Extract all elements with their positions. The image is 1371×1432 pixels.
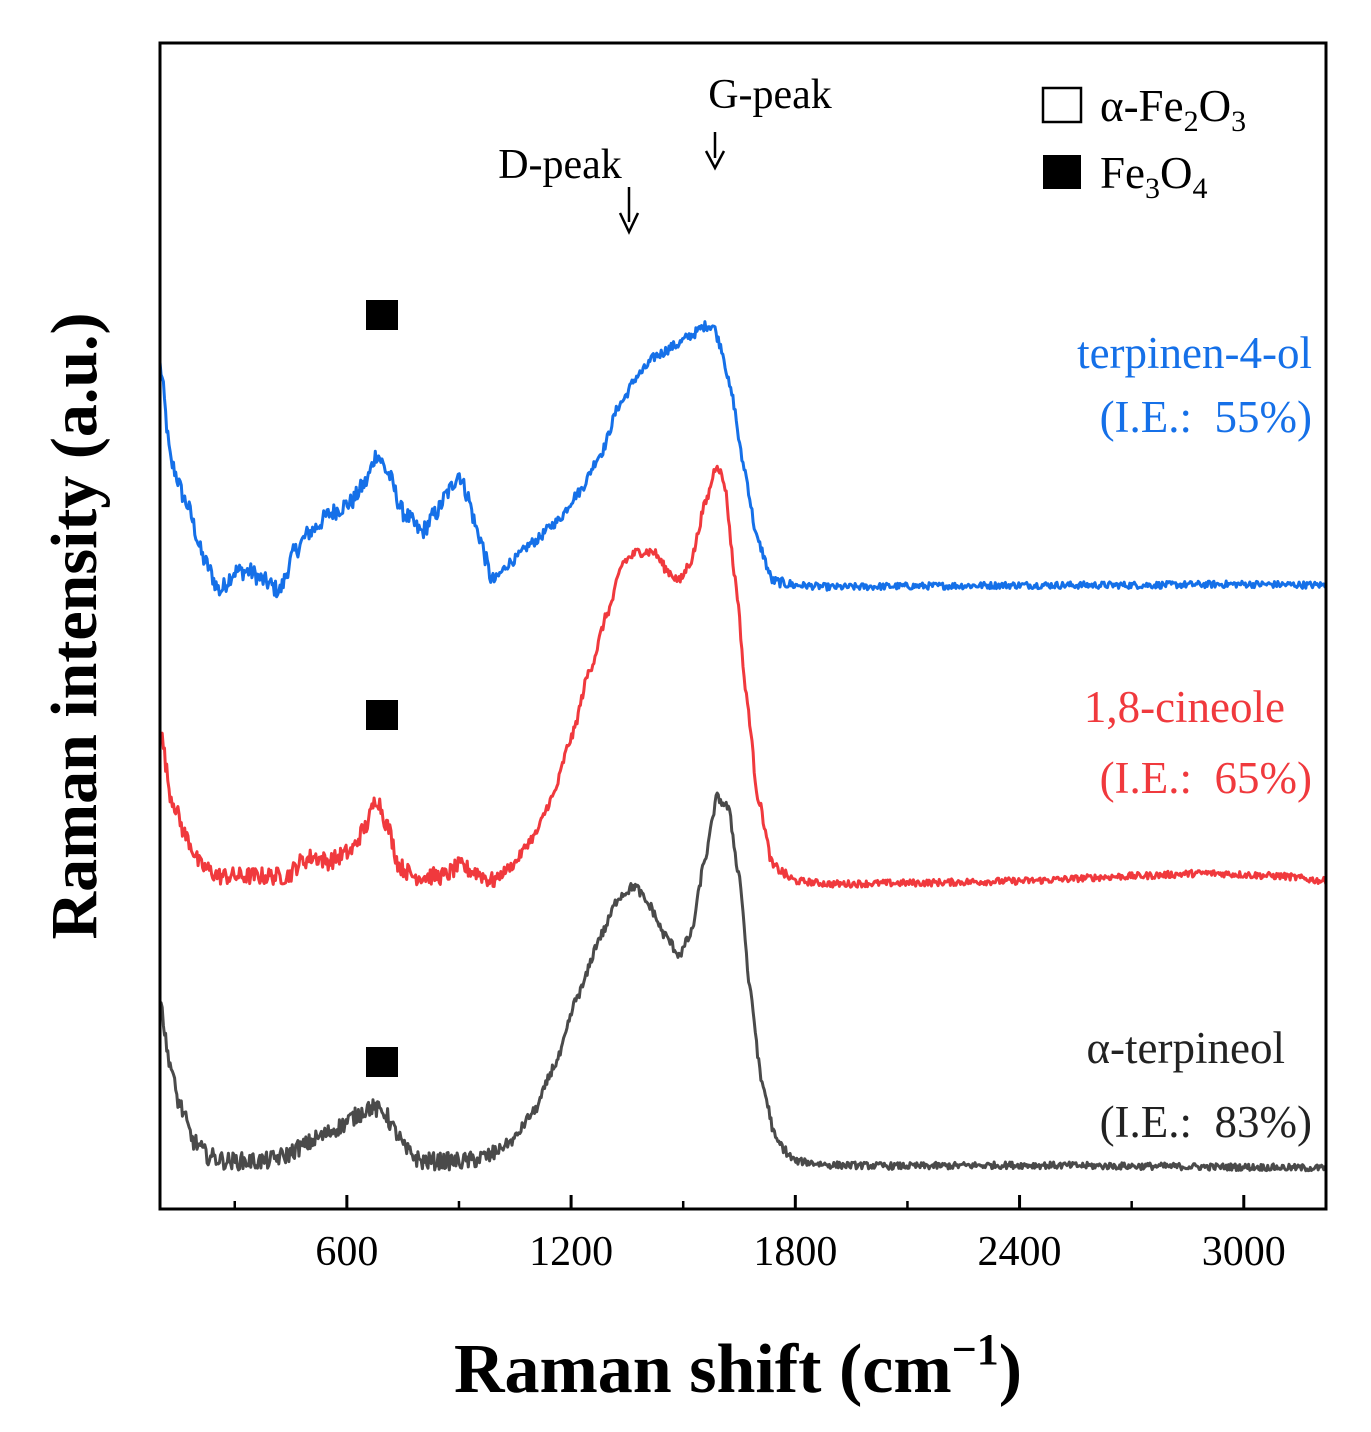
legend-open-square-marker [1041, 86, 1083, 124]
g-peak-arrow-head [704, 150, 726, 171]
x-axis-label-main: Raman shift (cm [454, 1331, 952, 1408]
series-labels: terpinen-4-ol (I.E.: 55%) 1,8-cineole (I… [1077, 328, 1312, 1147]
legend-alpha-o: O [1199, 81, 1232, 131]
legend-o: O [1160, 148, 1193, 198]
annotation-g-peak: G-peak [704, 72, 832, 171]
x-tick-label-1200: 1200 [529, 1229, 613, 1275]
series-note-terpinen-4-ol: (I.E.: 55%) [1100, 392, 1312, 442]
series-line--terpineol [159, 791, 1327, 1173]
x-tick-label-600: 600 [315, 1229, 378, 1275]
legend: α-Fe2O3 Fe3O4 [1041, 81, 1246, 205]
series-line-terpinen-4-ol [158, 320, 1327, 599]
series-line-1-8-cineole [158, 464, 1328, 889]
d-peak-label: D-peak [498, 142, 622, 188]
fe3o4-marker-alpha-terpineol [366, 1047, 398, 1077]
legend-alpha-fe: α-Fe [1100, 81, 1184, 131]
series-label-terpinen-4-ol: terpinen-4-ol [1077, 328, 1312, 378]
series-note-1-8-cineole: (I.E.: 65%) [1100, 753, 1312, 803]
legend-alpha-fe-sub: 2 [1184, 105, 1199, 138]
series-label-alpha-terpineol: α-terpineol [1086, 1023, 1285, 1073]
legend-fe: Fe [1100, 148, 1145, 198]
legend-item-fe3o4: Fe3O4 [1100, 148, 1208, 205]
x-axis-label: Raman shift (cm−1) [454, 1325, 1022, 1408]
x-axis-label-close: ) [999, 1331, 1022, 1408]
y-axis-label: Raman intensity (a.u.) [38, 312, 111, 939]
legend-item-alpha-fe2o3: α-Fe2O3 [1100, 81, 1246, 138]
series-label-1-8-cineole: 1,8-cineole [1084, 682, 1285, 732]
fe3o4-marker-terpinen-4-ol [366, 300, 398, 330]
x-tick-label-1800: 1800 [753, 1229, 837, 1275]
annotation-d-peak: D-peak [498, 142, 640, 235]
legend-filled-square-marker [1043, 155, 1081, 189]
fe3o4-marker-1-8-cineole [366, 700, 398, 730]
d-peak-arrow-head [618, 212, 640, 235]
series-note-alpha-terpineol: (I.E.: 83%) [1100, 1097, 1312, 1147]
legend-fe-sub: 3 [1145, 172, 1160, 205]
x-tick-label-2400: 2400 [978, 1229, 1062, 1275]
legend-o-sub: 4 [1193, 172, 1208, 205]
g-peak-label: G-peak [708, 72, 832, 118]
legend-alpha-o-sub: 3 [1231, 105, 1246, 138]
x-tick-label-3000: 3000 [1202, 1229, 1286, 1275]
x-axis-label-sup: −1 [952, 1325, 999, 1374]
plot-frame [158, 41, 1328, 1211]
